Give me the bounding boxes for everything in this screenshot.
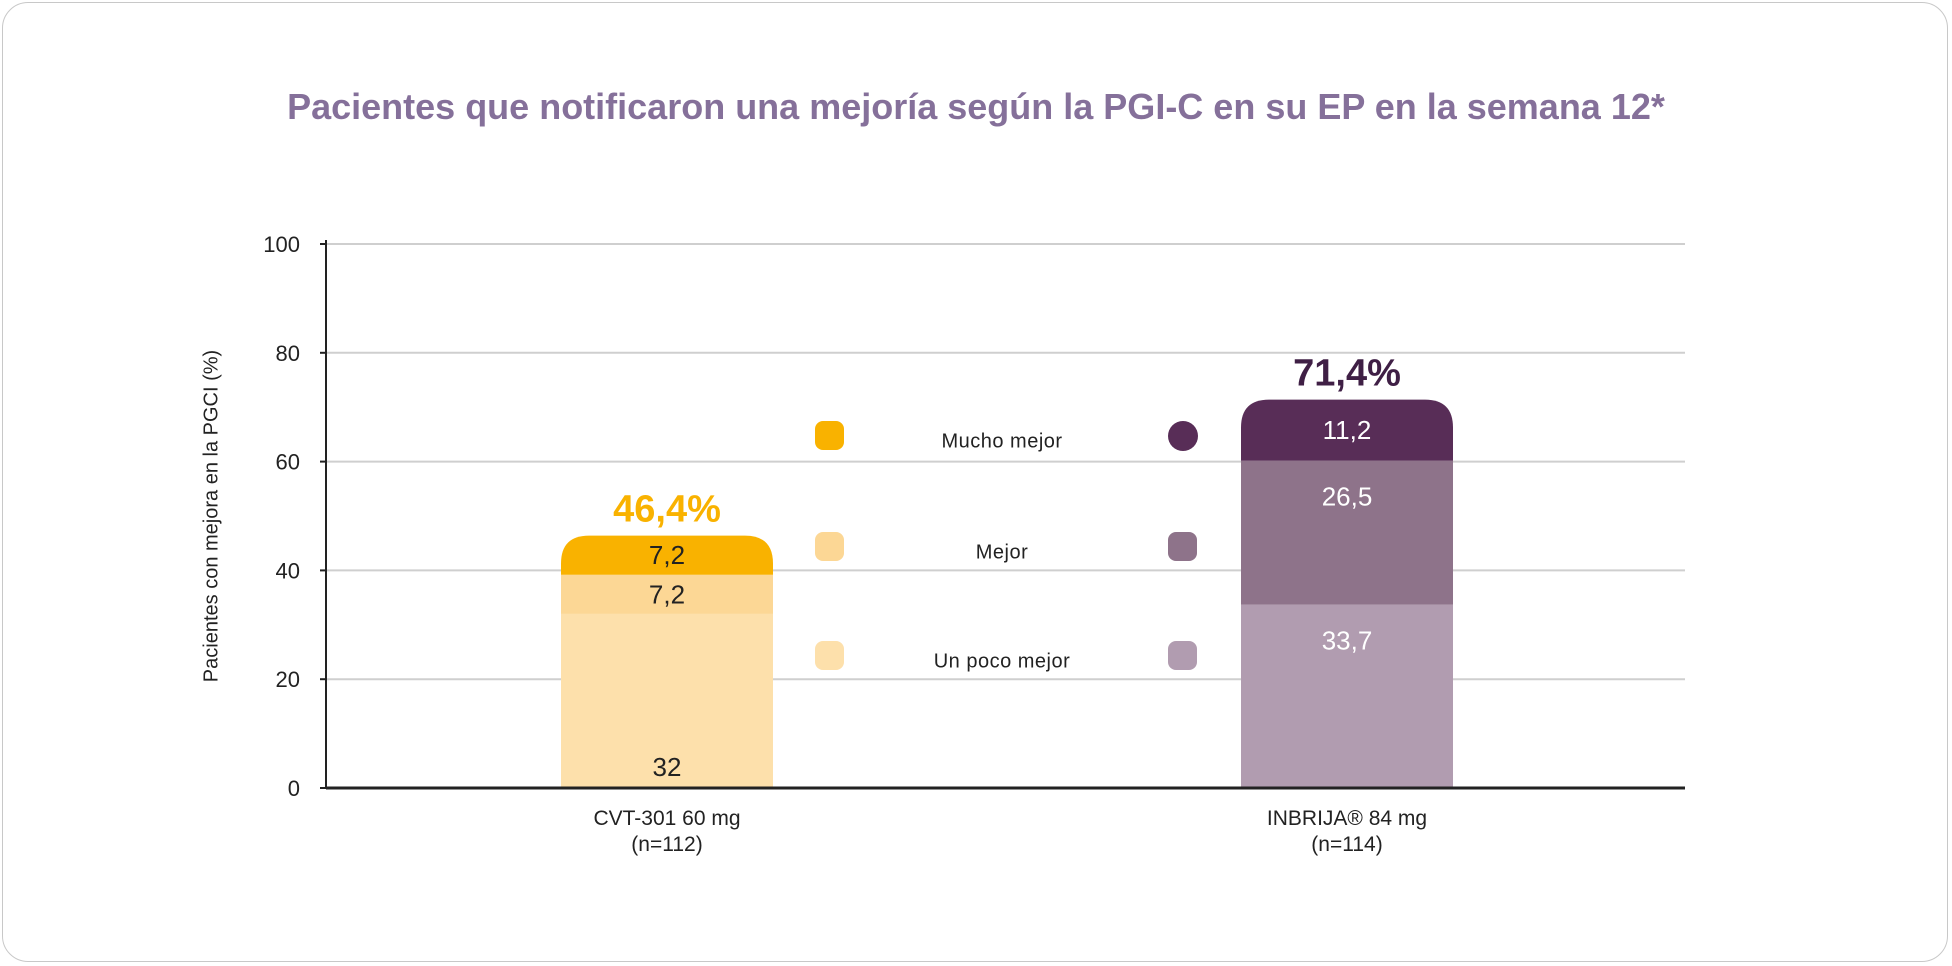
bar-segment (561, 613, 773, 788)
category-n: (n=112) (631, 833, 703, 856)
data-label: 33,7 (1322, 626, 1373, 656)
legend-swatch-inbrija (1168, 641, 1197, 670)
category-name: INBRIJA® 84 mg (1266, 807, 1428, 830)
bar-segment (561, 535, 773, 575)
total-label: 71,4% (1293, 353, 1401, 395)
bar-segment (561, 574, 773, 614)
y-tick-label: 100 (263, 232, 300, 257)
legend-swatch-cvt (815, 641, 844, 670)
data-label: 26,5 (1322, 482, 1373, 512)
bar-segment (1241, 399, 1453, 461)
y-tick-label: 0 (288, 776, 300, 801)
bar-segment (1241, 460, 1453, 605)
y-tick-label: 40 (276, 558, 300, 583)
y-tick-label: 60 (276, 450, 300, 475)
legend-swatch-cvt (815, 421, 844, 450)
category-name: CVT-301 60 mg (593, 807, 741, 830)
data-label: 7,2 (649, 579, 685, 609)
x-category-label: INBRIJA® 84 mg (n=114) (1267, 806, 1427, 858)
y-tick-label: 80 (276, 341, 300, 366)
legend-label: Un poco mejor (933, 650, 1071, 673)
category-n: (n=114) (1311, 833, 1383, 856)
legend-swatch-cvt (815, 532, 844, 561)
legend-label: Mucho mejor (941, 430, 1063, 453)
data-label: 7,2 (649, 540, 685, 570)
y-tick-label: 20 (276, 667, 300, 692)
legend-label: Mejor (975, 541, 1029, 564)
chart-title: Pacientes que notificaron una mejoría se… (287, 86, 1665, 127)
legend-swatch-inbrija (1168, 421, 1198, 451)
data-label: 32 (653, 752, 682, 782)
x-category-label: CVT-301 60 mg (n=112) (593, 806, 740, 858)
total-label: 46,4% (613, 489, 721, 531)
data-label: 11,2 (1323, 415, 1372, 445)
legend-swatch-inbrija (1168, 532, 1197, 561)
bar-segment (1241, 604, 1453, 788)
